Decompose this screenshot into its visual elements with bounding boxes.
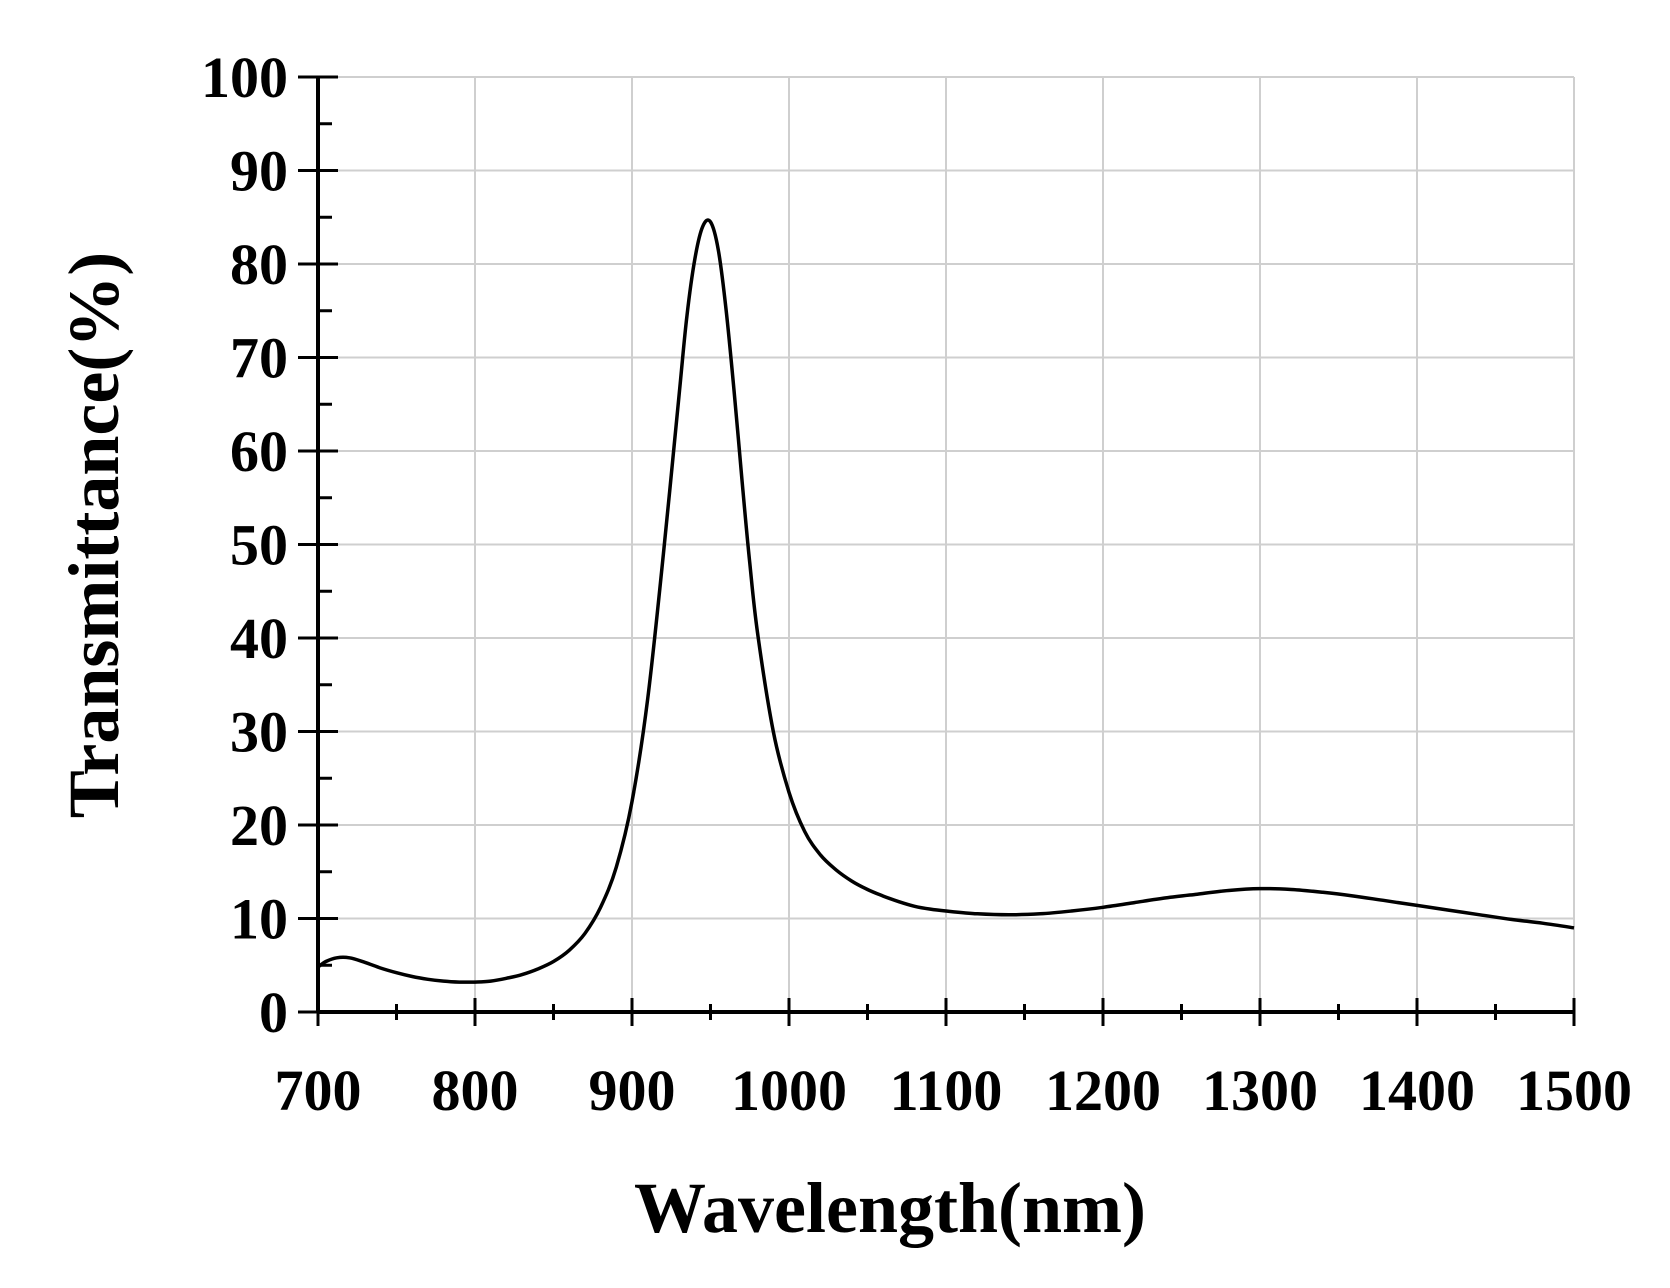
- x-tick-label: 900: [589, 1058, 676, 1123]
- x-tick-label: 1300: [1202, 1058, 1318, 1123]
- x-tick-label: 700: [275, 1058, 362, 1123]
- x-tick-label: 1200: [1045, 1058, 1161, 1123]
- y-tick-label: 60: [230, 419, 288, 484]
- x-tick-label: 1000: [731, 1058, 847, 1123]
- y-tick-label: 80: [230, 232, 288, 297]
- y-tick-label: 70: [230, 326, 288, 391]
- y-tick-label: 90: [230, 139, 288, 204]
- x-tick-label: 1500: [1516, 1058, 1632, 1123]
- y-tick-label: 0: [259, 980, 288, 1045]
- grid: [318, 76, 1575, 1012]
- y-tick-label: 10: [230, 887, 288, 952]
- y-tick-label: 30: [230, 700, 288, 765]
- series: [316, 218, 1575, 984]
- y-tick-label: 20: [230, 793, 288, 858]
- x-tick-label: 1400: [1359, 1058, 1475, 1123]
- x-axis-title: Wavelength(nm): [634, 1168, 1146, 1248]
- x-tick-label: 800: [432, 1058, 519, 1123]
- y-tick-label: 40: [230, 606, 288, 671]
- series-line-transmittance: [316, 218, 1575, 984]
- x-tick-label: 1100: [890, 1058, 1003, 1123]
- y-tick-label: 100: [201, 45, 288, 110]
- y-tick-label: 50: [230, 513, 288, 578]
- y-axis-title: Transmittance(%): [54, 252, 134, 819]
- ticks: 700 800 900 1000 1100 1200 1300 1400 1500 0 10 20 30…: [201, 45, 1632, 1123]
